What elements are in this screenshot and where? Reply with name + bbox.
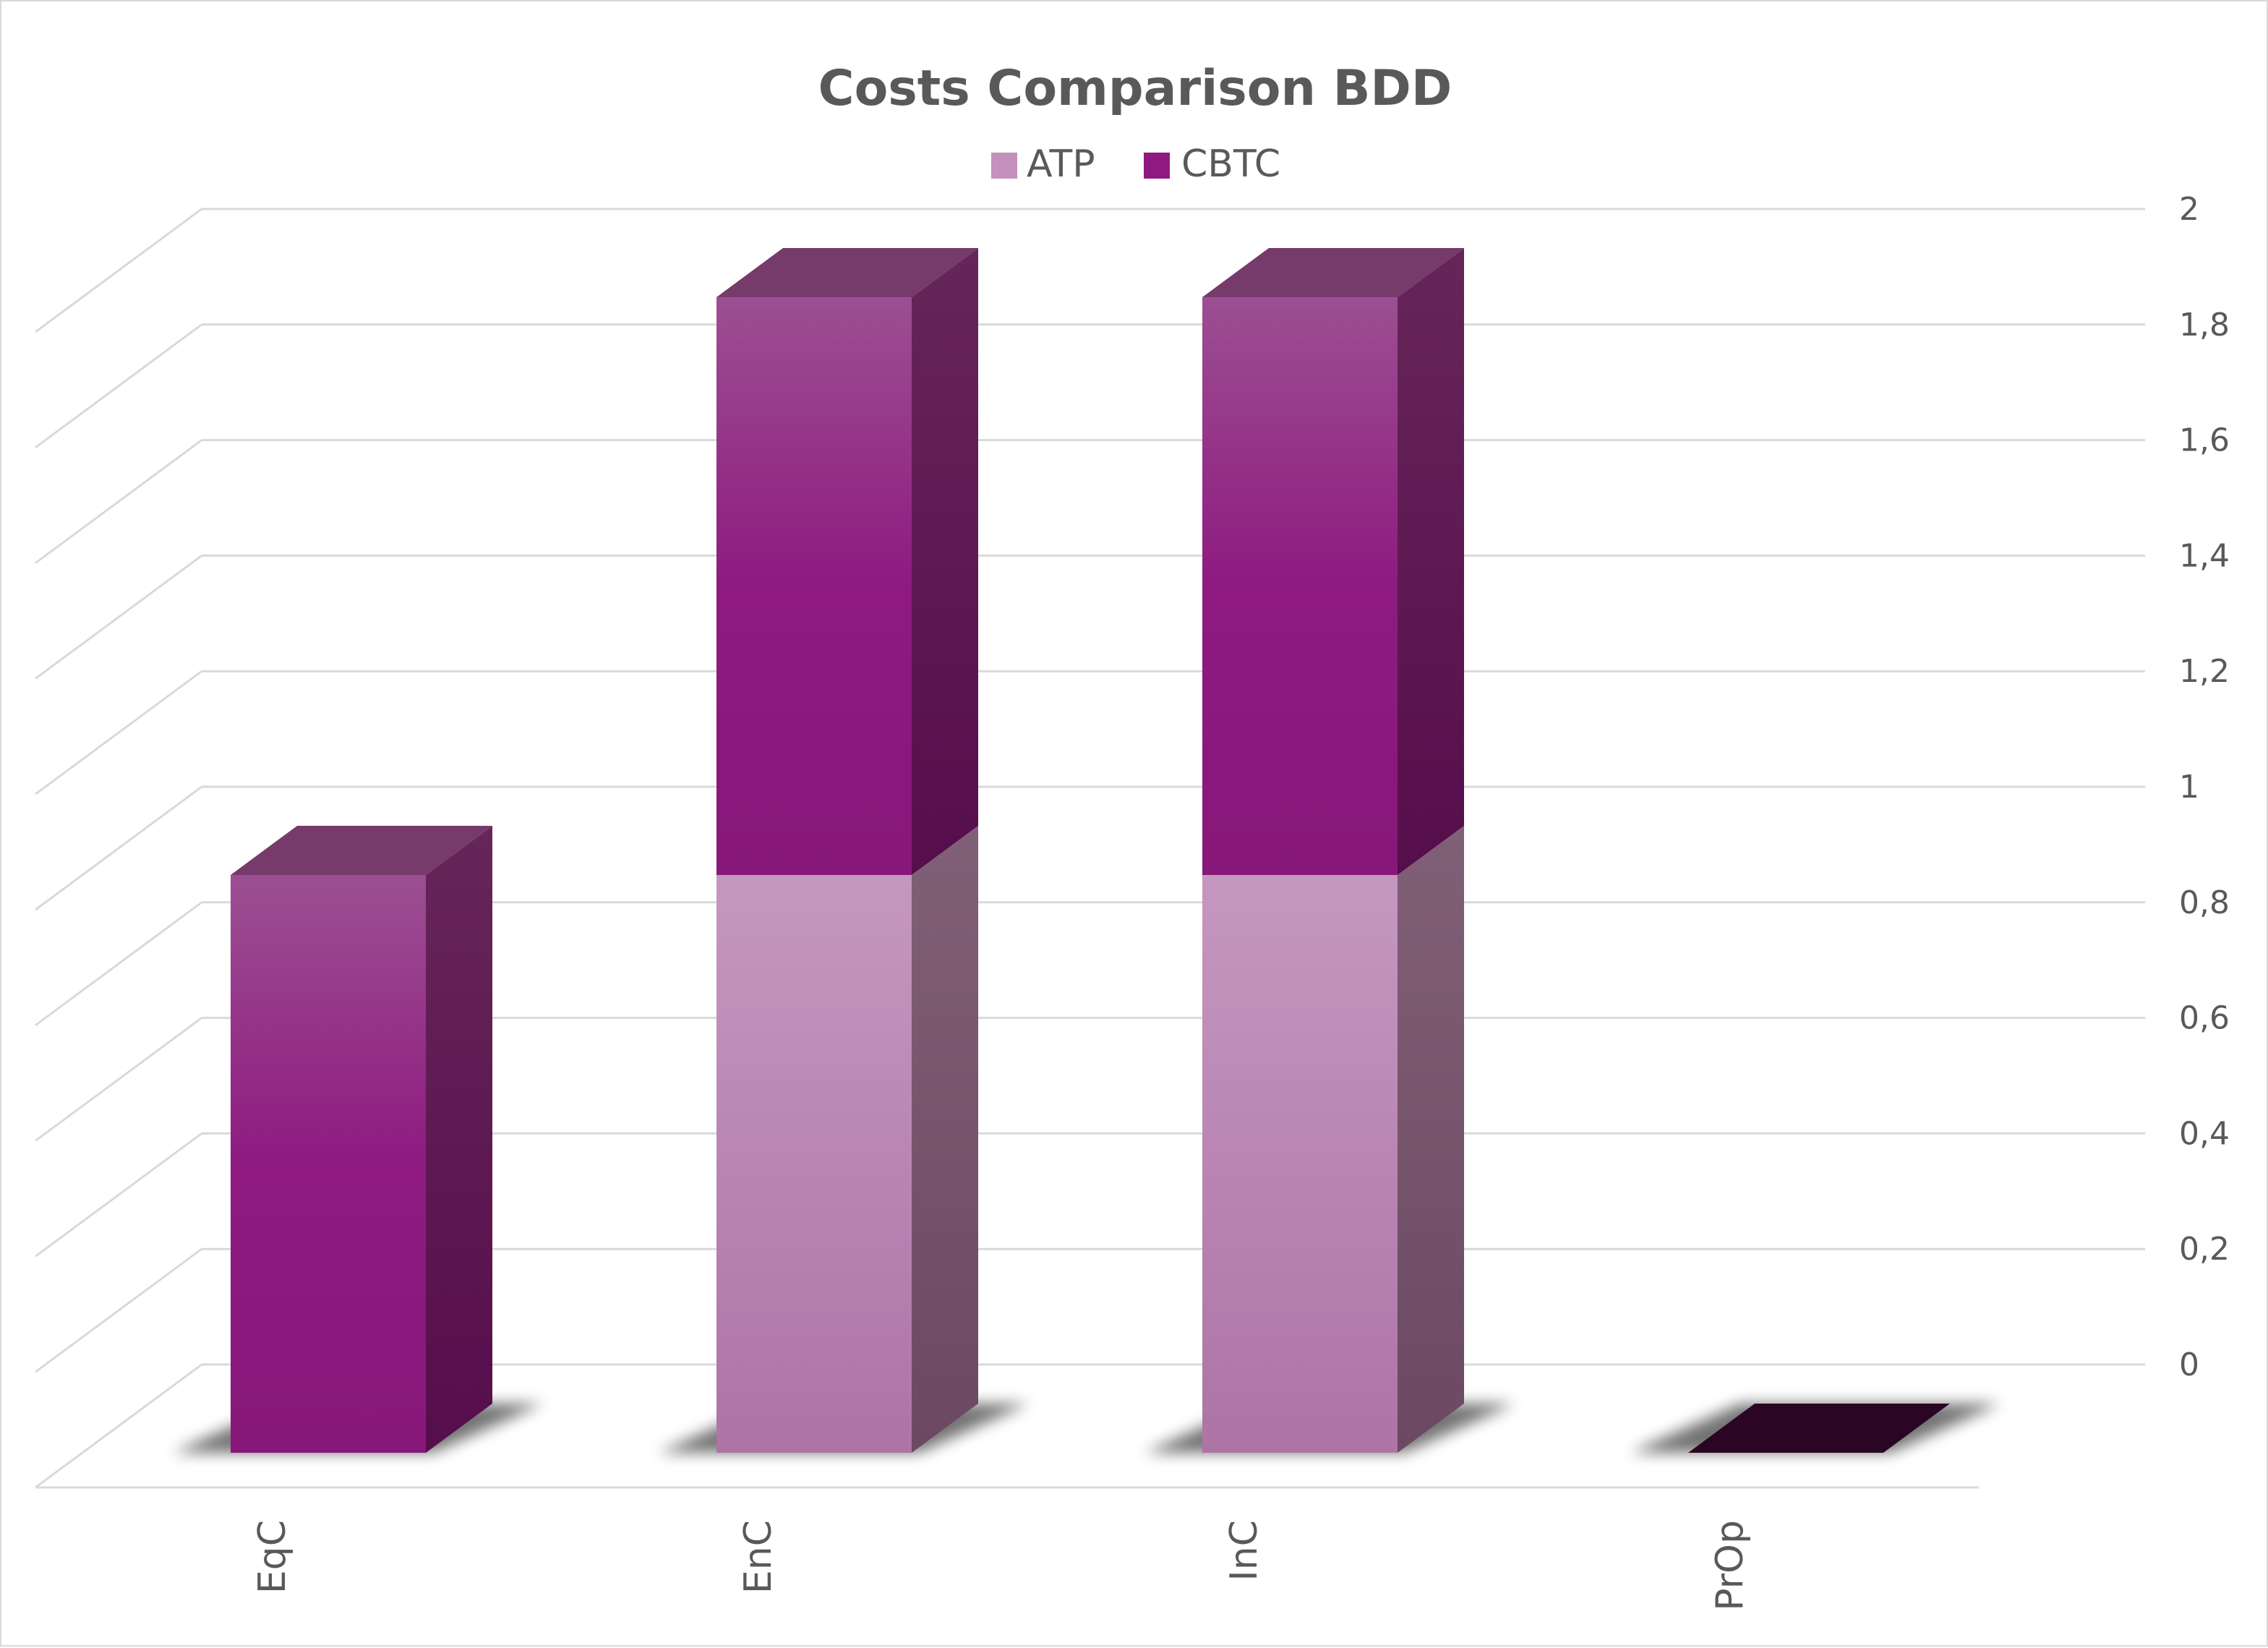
gridline-side [35, 323, 202, 449]
gridline-side [35, 1017, 202, 1142]
gridline-side [35, 439, 202, 564]
x-tick-label: PrOp [1708, 1520, 1752, 1611]
bar-cbtc-enc [716, 297, 912, 875]
legend-swatch-atp [991, 153, 1017, 179]
y-tick-label: 0,6 [2179, 1000, 2230, 1037]
y-tick-label: 1,4 [2179, 537, 2230, 574]
y-tick-label: 1,8 [2179, 307, 2230, 343]
legend-label-atp: ATP [1027, 142, 1095, 186]
gridline-side [35, 208, 202, 333]
bar-cbtc-eqc [231, 875, 426, 1453]
bar-top-enc [716, 248, 978, 297]
y-tick-label: 0,4 [2179, 1115, 2230, 1152]
bar-side-atp-inc [1398, 826, 1464, 1453]
y-tick-label: 2 [2179, 191, 2199, 228]
legend-label-cbtc: CBTC [1181, 142, 1280, 186]
gridline-side [35, 1132, 202, 1258]
bar-top-eqc [231, 826, 492, 875]
y-axis-ticks: 0 0,2 0,4 0,6 0,8 1 1,2 1,4 1,6 1,8 2 [2179, 191, 2230, 1383]
y-tick-label: 1 [2179, 769, 2199, 806]
y-tick-label: 0,2 [2179, 1231, 2230, 1268]
y-tick-label: 0,8 [2179, 884, 2230, 921]
bar-side-cbtc-inc [1398, 248, 1464, 875]
chart-title: Costs Comparison BDD [818, 60, 1452, 117]
gridline-side [35, 1363, 202, 1489]
bar-top-prop [1688, 1404, 1950, 1453]
bar-side-cbtc-eqc [426, 826, 492, 1453]
bars [173, 248, 2000, 1453]
bar-atp-inc [1202, 875, 1398, 1453]
y-tick-label: 1,2 [2179, 653, 2230, 690]
legend-swatch-cbtc [1144, 153, 1170, 179]
gridline-side [35, 901, 202, 1027]
y-tick-label: 0 [2179, 1346, 2199, 1383]
gridlines [35, 208, 2145, 1489]
x-axis-categories: EqC EnC InC PrOp [251, 1520, 1752, 1611]
y-tick-label: 1,6 [2179, 422, 2230, 459]
gridline-side [35, 1247, 202, 1373]
legend: ATP CBTC [991, 142, 1280, 186]
bar-top-inc [1202, 248, 1464, 297]
bar-side-cbtc-enc [912, 248, 978, 875]
gridline-side [35, 670, 202, 795]
bar-cbtc-inc [1202, 297, 1398, 875]
gridline-side [35, 785, 202, 911]
bar-atp-enc [716, 875, 912, 1453]
x-tick-label: EqC [251, 1520, 294, 1594]
x-tick-label: InC [1223, 1520, 1266, 1581]
bar-side-atp-enc [912, 826, 978, 1453]
x-tick-label: EnC [737, 1520, 780, 1594]
gridline-side [35, 555, 202, 680]
